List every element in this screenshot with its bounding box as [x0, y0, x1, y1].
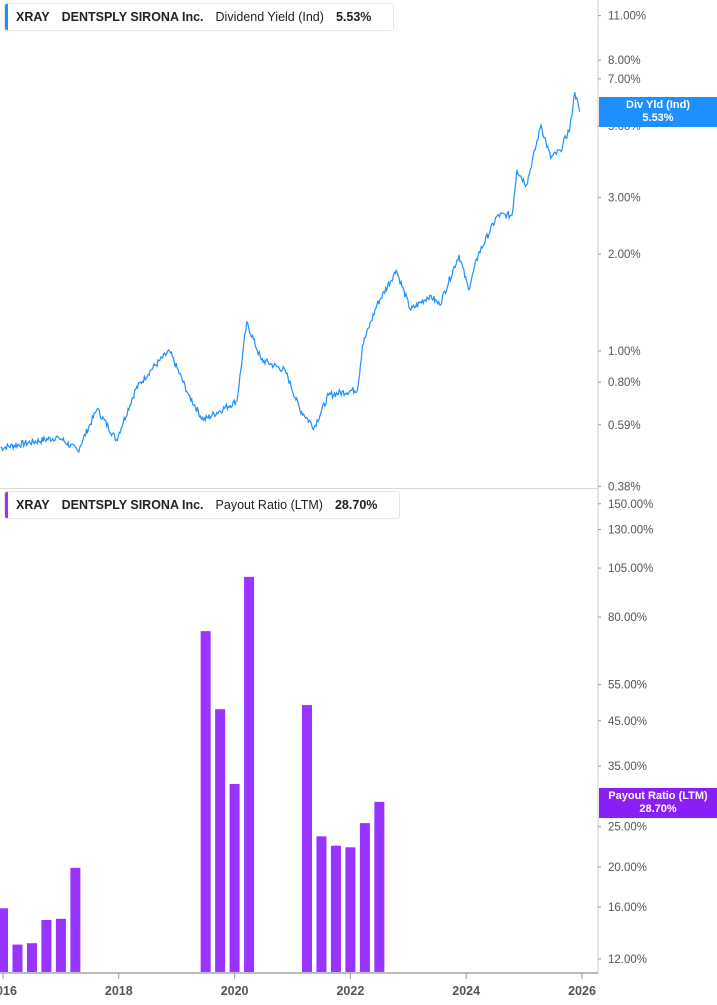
tag-label: Div Yld (Ind): [626, 99, 690, 111]
payout-bar: [200, 631, 211, 972]
payout-bar: [41, 919, 52, 972]
y-tick-label: 0.80%: [608, 377, 641, 389]
y-tick-label: 8.00%: [608, 55, 641, 67]
payout-bar: [345, 847, 356, 972]
y-tick-label: 150.00%: [608, 499, 653, 511]
payout-bar: [229, 783, 240, 972]
payout-bar: [301, 705, 312, 972]
y-tick-label: 130.00%: [608, 525, 653, 537]
payout-bar: [374, 801, 385, 972]
x-tick-label: 2022: [336, 984, 364, 998]
tag-value: 5.53%: [642, 112, 674, 124]
y-tick-label: 105.00%: [608, 563, 653, 575]
y-tick-label: 0.38%: [608, 481, 641, 493]
legend-value: 5.53%: [335, 10, 372, 24]
y-tick-label: 12.00%: [608, 954, 647, 966]
tag-label: Payout Ratio (LTM): [608, 790, 708, 802]
payout-bar: [70, 867, 81, 972]
y-tick-label: 16.00%: [608, 902, 647, 914]
x-tick-label: 2016: [0, 984, 17, 998]
y-tick-label: 80.00%: [608, 612, 647, 624]
y-tick-label: 25.00%: [608, 822, 647, 834]
y-tick-label: 3.00%: [608, 192, 641, 204]
legend-ticker: XRAY: [16, 498, 50, 512]
y-tick-label: 2.00%: [608, 249, 641, 261]
legend-value: 28.70%: [334, 498, 378, 512]
series-color-marker: [5, 492, 8, 518]
series-color-marker: [5, 4, 8, 30]
payout-bar: [0, 908, 8, 972]
legend-company: DENTSPLY SIRONA Inc.: [61, 498, 204, 512]
x-tick-label: 2026: [568, 984, 596, 998]
y-tick-label: 35.00%: [608, 761, 647, 773]
payout-bar: [26, 943, 37, 972]
payout-bar: [12, 944, 23, 972]
legend-ticker: XRAY: [16, 10, 50, 24]
payout-bar: [330, 845, 341, 972]
payout-bar: [359, 823, 370, 972]
yield-value-tag: Div Yld (Ind) 5.53%: [599, 97, 717, 127]
y-tick-label: 7.00%: [608, 74, 641, 86]
bottom-legend: XRAY DENTSPLY SIRONA Inc. Payout Ratio (…: [4, 491, 401, 519]
x-tick-label: 2018: [105, 984, 133, 998]
payout-bar: [55, 918, 66, 972]
x-tick-label: 2020: [221, 984, 249, 998]
y-tick-label: 55.00%: [608, 680, 647, 692]
y-tick-label: 1.00%: [608, 346, 641, 358]
y-tick-label: 45.00%: [608, 716, 647, 728]
legend-company: DENTSPLY SIRONA Inc.: [61, 10, 204, 24]
payout-bar: [244, 576, 255, 972]
dividend-yield-line: [0, 91, 581, 454]
y-tick-label: 11.00%: [608, 11, 646, 23]
y-tick-label: 0.59%: [608, 420, 641, 432]
tag-value: 28.70%: [639, 803, 677, 815]
legend-metric: Dividend Yield (Ind): [215, 10, 324, 24]
y-tick-label: 20.00%: [608, 862, 647, 874]
legend-metric: Payout Ratio (LTM): [215, 498, 323, 512]
payout-value-tag: Payout Ratio (LTM) 28.70%: [599, 788, 717, 818]
top-legend: XRAY DENTSPLY SIRONA Inc. Dividend Yield…: [4, 3, 395, 31]
x-tick-label: 2024: [452, 984, 480, 998]
payout-bar: [316, 836, 327, 972]
payout-bar: [215, 709, 226, 972]
